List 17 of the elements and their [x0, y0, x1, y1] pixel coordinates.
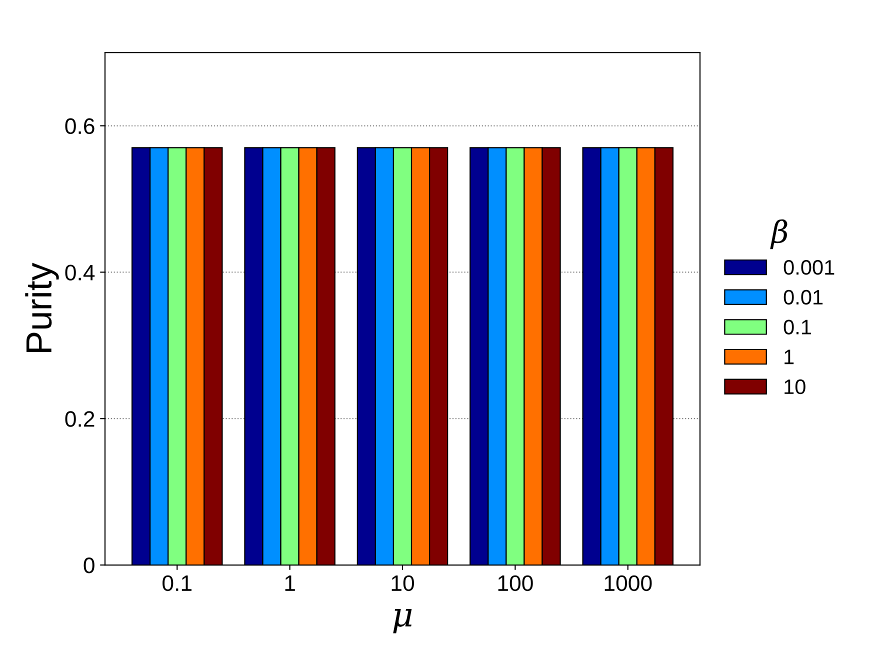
legend-label: 0.01 — [784, 290, 823, 305]
legend-label: 1 — [784, 350, 794, 364]
y-tick-label: 0.4 — [65, 264, 95, 280]
x-tick-label: 100 — [498, 575, 533, 592]
y-tick-label: 0.6 — [65, 118, 94, 134]
x-tick-label: 1000 — [604, 575, 652, 592]
x-tick-label: 0.1 — [162, 575, 192, 592]
x-axis-title: μ — [393, 609, 412, 634]
y-tick-label: 0 — [84, 558, 94, 574]
y-axis-title: Purity — [25, 262, 59, 352]
x-tick-label: 10 — [392, 575, 414, 592]
legend-label: 10 — [784, 379, 806, 394]
x-tick-label: 1 — [285, 576, 295, 591]
legend-label: 0.001 — [784, 260, 834, 275]
legend-title: β — [770, 219, 788, 250]
y-tick-label: 0.2 — [65, 411, 94, 427]
legend-label: 0.1 — [784, 320, 811, 334]
